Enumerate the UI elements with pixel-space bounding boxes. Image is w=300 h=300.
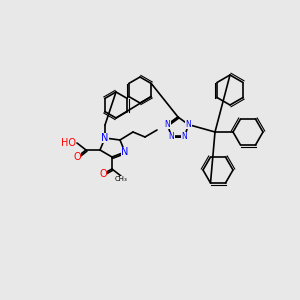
- Text: O: O: [99, 169, 107, 179]
- Text: N: N: [186, 120, 191, 129]
- Text: CH₃: CH₃: [115, 176, 128, 182]
- Text: N: N: [182, 132, 187, 141]
- Text: N: N: [121, 147, 129, 157]
- Text: N: N: [169, 132, 174, 141]
- Text: N: N: [121, 147, 129, 157]
- Text: N: N: [101, 133, 109, 143]
- Text: HO: HO: [61, 138, 76, 148]
- Text: N: N: [165, 120, 170, 129]
- Text: N: N: [101, 133, 109, 143]
- Text: O: O: [73, 152, 81, 162]
